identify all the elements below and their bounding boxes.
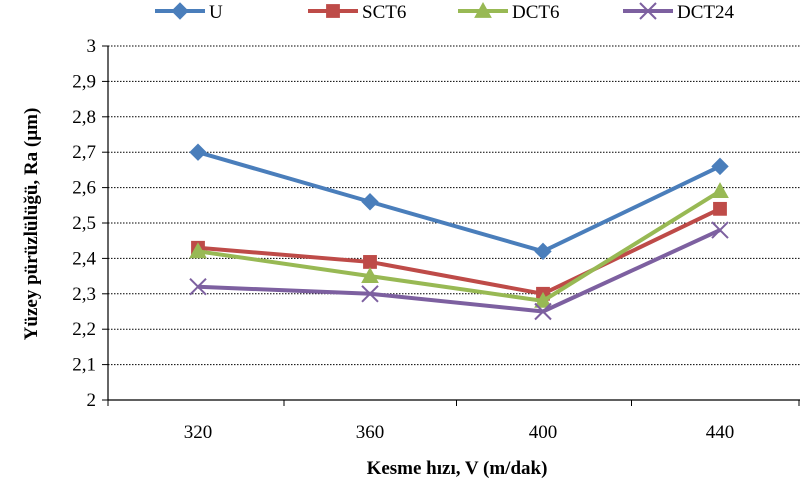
y-tick-label: 2,2 bbox=[72, 319, 96, 340]
legend-label: DCT6 bbox=[512, 2, 560, 23]
data-point-triangle bbox=[189, 242, 207, 259]
y-tick-label: 2,1 bbox=[72, 355, 96, 376]
series-line bbox=[197, 207, 721, 296]
y-tick-labels: 2 2,1 2,2 2,3 2,4 2,5 2,6 2,7 2,8 2,9 3 bbox=[72, 36, 96, 411]
series-u bbox=[189, 143, 729, 261]
x-axis-title: Kesme hızı, V (m/dak) bbox=[367, 458, 548, 479]
x-tick-label: 440 bbox=[706, 422, 735, 443]
data-point-square bbox=[713, 201, 727, 216]
x-tick-label: 320 bbox=[184, 422, 213, 443]
series-line bbox=[197, 150, 721, 254]
series-dct24 bbox=[189, 221, 729, 321]
legend-label: U bbox=[209, 2, 223, 23]
triangle-marker bbox=[474, 1, 492, 18]
y-tick-label: 2,5 bbox=[72, 213, 96, 234]
series-lines bbox=[189, 143, 729, 321]
legend-label: DCT24 bbox=[677, 2, 735, 23]
legend-item-dct6: DCT6 bbox=[458, 1, 560, 23]
series-sct6 bbox=[191, 201, 727, 301]
legend-item-u: U bbox=[155, 2, 223, 23]
series-line bbox=[197, 189, 722, 303]
y-tick-label: 2,3 bbox=[72, 284, 96, 305]
data-point-diamond bbox=[361, 193, 379, 211]
y-tick-label: 2,8 bbox=[72, 107, 96, 128]
x-tick-labels: 320 360 400 440 bbox=[184, 422, 735, 443]
x-tick-label: 400 bbox=[529, 422, 558, 443]
data-point-diamond bbox=[189, 143, 207, 161]
data-point-triangle bbox=[534, 291, 552, 308]
legend: U SCT6 DCT6 DCT24 bbox=[155, 1, 735, 23]
data-point-triangle bbox=[711, 182, 729, 199]
x-tick-label: 360 bbox=[356, 422, 385, 443]
data-point-x bbox=[361, 285, 379, 303]
data-point-square bbox=[363, 255, 377, 269]
data-point-diamond bbox=[534, 242, 552, 261]
y-tick-label: 2,6 bbox=[72, 178, 96, 199]
data-point-x bbox=[534, 302, 552, 321]
y-tick-label: 2 bbox=[87, 390, 97, 411]
diamond-marker bbox=[171, 2, 189, 20]
y-tick-label: 3 bbox=[87, 36, 97, 57]
axes bbox=[102, 45, 800, 406]
data-point-triangle bbox=[361, 267, 379, 283]
series-line bbox=[197, 228, 721, 314]
legend-item-sct6: SCT6 bbox=[308, 2, 406, 23]
x-marker bbox=[639, 2, 657, 20]
data-point-diamond bbox=[711, 157, 729, 176]
data-point-x bbox=[189, 278, 207, 296]
y-tick-label: 2,4 bbox=[72, 248, 96, 269]
y-axis-title: Yüzey pürüzlülüğü, Ra (µm) bbox=[21, 108, 42, 341]
square-marker bbox=[326, 4, 340, 18]
y-tick-label: 2,9 bbox=[72, 71, 96, 92]
legend-label: SCT6 bbox=[362, 2, 406, 23]
y-tick-label: 2,7 bbox=[72, 142, 96, 163]
series-dct6 bbox=[189, 182, 729, 308]
data-point-x bbox=[711, 221, 729, 239]
legend-item-dct24: DCT24 bbox=[623, 2, 735, 23]
